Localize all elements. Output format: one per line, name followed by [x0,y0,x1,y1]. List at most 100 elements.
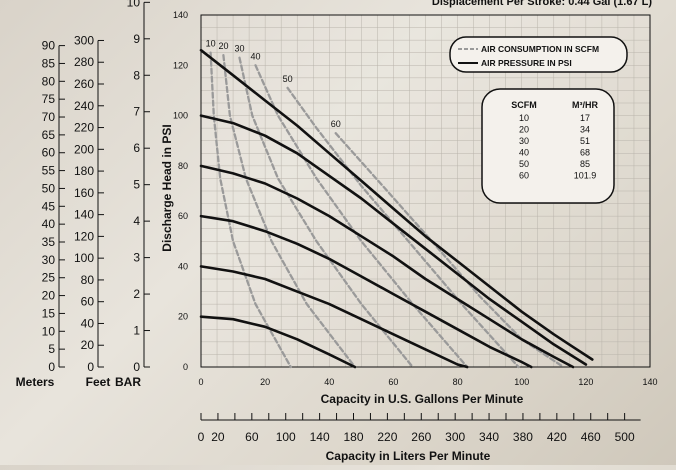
side-scale-tick-label: 3 [133,251,140,265]
air-table-cell: 34 [580,125,590,135]
x-tick-label: 40 [324,377,334,387]
y-tick-label: 120 [173,60,188,70]
air-table-cell: 60 [519,171,529,181]
side-scale-tick-label: 280 [74,55,94,69]
air-consumption-curve-50 [286,86,520,369]
side-scale-tick-label: 9 [133,32,140,46]
air-curve-label: 20 [218,41,228,51]
air-table-cell: 30 [519,136,529,146]
x-tick-label: 140 [642,377,657,387]
side-scale-tick-label: 4 [133,214,140,228]
y-tick-label: 0 [183,362,188,372]
y-tick-label: 100 [173,111,188,121]
air-table-cell: 85 [580,159,590,169]
legend: AIR CONSUMPTION IN SCFM AIR PRESSURE IN P… [449,36,628,73]
side-scale-tick-label: 1 [133,324,140,338]
side-scale-tick-label: 5 [133,178,140,192]
air-pressure-curve-40 [199,265,469,369]
side-scale-tick-label: 40 [42,217,56,231]
air-table: SCFM M³/HR 10 17 20 34 30 51 40 68 50 85 60 101.9 [481,88,615,204]
air-table-cell: 51 [580,136,590,146]
side-scale-tick-label: 70 [42,110,56,124]
side-scale-tick-label: 0 [133,360,140,374]
side-scale-tick-label: 65 [42,128,56,142]
side-scale-meters: 0 5 10 15 20 25 30 35 40 45 50 55 60 65 70 75 80 85 90 Mete… [16,39,65,389]
air-curve-label: 60 [331,119,341,129]
side-scale-tick-label: 200 [74,142,94,156]
side-scale-tick-label: 220 [74,121,94,135]
y-tick-label: 20 [178,312,188,322]
plot-frame [200,14,651,368]
side-scale-tick-label: 55 [42,164,56,178]
side-scale-tick-label: 0 [48,360,55,374]
legend-box [449,36,628,73]
liters-tick-label: 220 [377,430,397,444]
legend-label: AIR PRESSURE IN PSI [481,58,572,68]
liters-axis: 0 20 60 100 140 180 220 260 300 340 380 420 460 500 [198,413,641,444]
side-scale-tick-label: 75 [42,92,56,106]
side-scale-tick-label: 60 [42,146,56,160]
air-pressure-curve-20 [199,315,357,369]
side-scale-tick-label: 45 [42,199,56,213]
side-scale-tick-label: 30 [42,253,56,267]
air-table-cell: 20 [519,125,529,135]
liters-tick-label: 380 [513,430,533,444]
air-table-cell: 10 [519,113,529,123]
air-consumption-curve-30 [238,56,414,369]
side-scale-tick-label: 160 [74,186,94,200]
side-scale-bar: 0 1 2 3 4 5 6 7 8 9 10 BAR [115,0,150,389]
side-scale-tick-label: 180 [74,164,94,178]
air-table-cell: 101.9 [574,171,597,181]
side-scale-tick-label: 50 [42,181,56,195]
y-tick-label: 60 [178,211,188,221]
side-scale-tick-label: 10 [127,0,141,9]
y-tick-label: 40 [178,261,188,271]
side-scale-tick-label: 35 [42,235,56,249]
y-tick-label: 80 [178,161,188,171]
side-scale-feet: 0 20 40 60 80 100 120 140 160 180 200 220 240 260 280 3… [74,33,110,389]
side-scale-tick-label: 20 [42,289,56,303]
side-scale-tick-label: 40 [81,316,95,330]
air-table-cell: 17 [580,113,590,123]
x-tick-label: 100 [514,377,529,387]
side-scale-tick-label: 0 [87,360,94,374]
air-consumption-curve-20 [222,54,357,369]
y-axis-label: Discharge Head in PSI [160,124,174,251]
air-curve-label: 30 [234,44,244,54]
air-table-cell: 68 [580,148,590,158]
liters-tick-label: 0 [198,430,205,444]
side-scale-tick-label: 5 [48,342,55,356]
side-scale-tick-label: 140 [74,208,94,222]
side-scale-tick-label: 25 [42,271,56,285]
side-scale-tick-label: 8 [133,68,140,82]
side-scale-tick-label: 85 [42,56,56,70]
side-scale-tick-label: 100 [74,251,94,265]
air-pressure-curve-80 [199,164,575,369]
x-tick-label: 0 [198,377,203,387]
side-scale-tick-label: 120 [74,229,94,243]
legend-label: AIR CONSUMPTION IN SCFM [481,44,599,54]
side-scale-tick-label: 2 [133,287,140,301]
air-pressure-curve-120 [199,48,594,361]
x-tick-label: 80 [453,377,463,387]
liters-tick-label: 60 [245,430,259,444]
liters-tick-label: 300 [445,430,465,444]
side-scale-tick-label: 240 [74,99,94,113]
liters-axis-label: Capacity in Liters Per Minute [326,449,491,463]
side-scale-tick-label: 300 [74,33,94,47]
liters-tick-label: 500 [615,430,635,444]
air-curve-label: 10 [206,39,216,49]
side-scale-tick-label: 15 [42,306,56,320]
air-table-cell: 50 [519,159,529,169]
air-table-box [481,88,615,204]
side-scale-name: Meters [16,375,55,389]
air-consumption-curve-10 [209,51,292,369]
side-scale-tick-label: 20 [81,338,95,352]
side-scale-name: Feet [86,375,111,389]
air-table-header: M³/HR [572,100,598,110]
side-scale-tick-label: 10 [42,324,56,338]
side-scale-tick-label: 80 [42,74,56,88]
